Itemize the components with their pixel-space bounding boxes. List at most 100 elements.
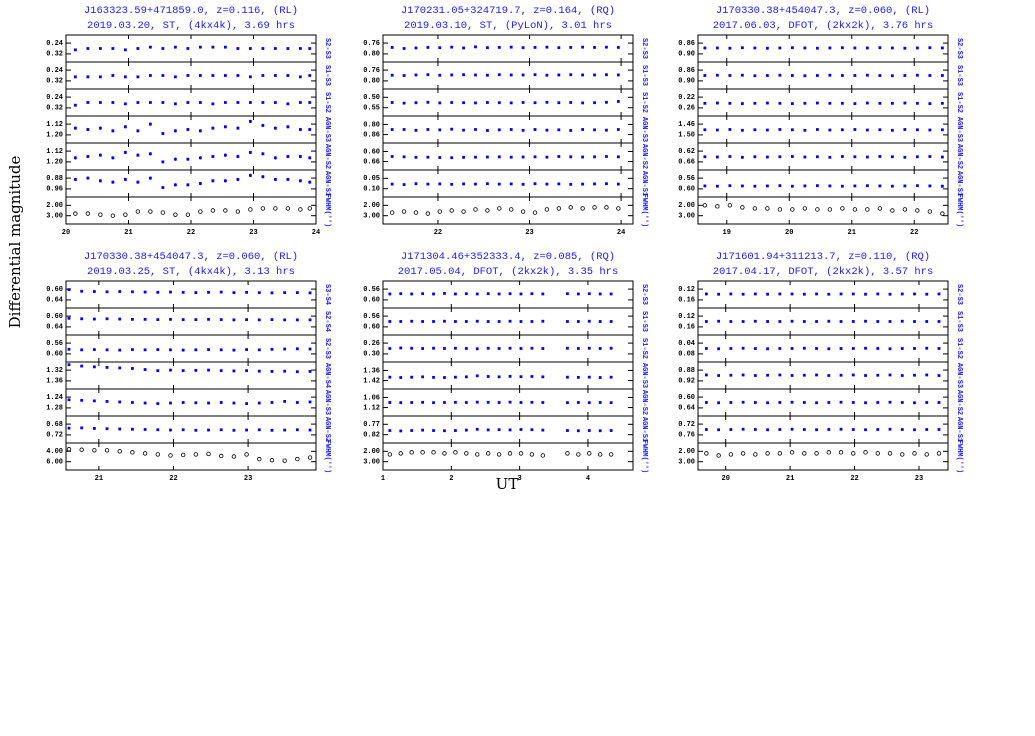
data-point [530,400,534,404]
data-point [390,155,394,158]
data-point [828,155,832,159]
data-point [92,348,96,351]
strip-frame [697,334,949,363]
data-point [194,401,198,405]
data-point [790,128,794,132]
data-point [155,452,160,457]
data-point [616,128,620,131]
data-point [803,74,807,78]
data-point [803,128,807,132]
data-point [790,184,794,188]
data-point [704,347,708,350]
data-point [185,212,191,217]
y-tick-label: 0.64 [46,297,63,305]
data-point [937,347,941,350]
data-point [815,347,818,350]
x-tick-label: 24 [617,229,625,237]
data-point [475,319,479,323]
data-point [282,458,287,463]
data-point [245,428,248,432]
data-point [118,290,122,293]
data-point [123,102,127,106]
data-point [715,73,719,77]
data-point [928,46,932,50]
data-point [598,429,602,433]
panel-subtitle: 2017.06.03, DFOT, (2kx2k), 3.76 hrs [713,20,934,32]
data-point [815,155,819,159]
data-point [414,128,418,132]
data-point [790,292,794,296]
data-point [111,129,115,133]
strip-frame [382,280,634,309]
y-tick-label: 0.56 [46,340,63,348]
data-point [587,375,591,379]
data-point [604,205,609,210]
data-point [180,452,186,458]
data-point [399,429,403,433]
data-point [928,155,932,158]
data-point [161,186,165,189]
data-point [928,102,932,105]
data-point [257,348,261,352]
data-point [270,428,274,432]
panel-title: J170330.38+454047.3, z=0.060, (RL) [84,251,298,263]
data-point [828,184,832,188]
data-point [915,101,919,105]
data-point [753,428,757,431]
data-point [593,155,596,159]
data-point [194,348,198,352]
strip-frame [65,169,317,198]
panel-title: J171601.94+311213.7, z=0.110, (RQ) [716,251,930,263]
data-point [67,316,71,320]
data-point [308,428,312,432]
y-tick-label: 0.60 [46,351,63,359]
data-point [839,427,843,431]
data-point [717,319,721,323]
strip-frame [697,280,949,309]
y-tick-label: 0.76 [363,67,380,75]
data-point [161,74,165,77]
data-point [475,292,479,296]
data-point [915,73,919,77]
data-point [414,155,418,159]
y-tick-label: 6.00 [46,459,63,467]
data-point [777,451,783,456]
data-point [903,128,907,131]
data-point [248,101,252,104]
data-point [877,206,883,211]
data-point [727,203,733,208]
data-point [432,375,435,379]
data-point [753,374,757,377]
data-point [851,401,855,404]
strip-frame [382,361,634,390]
y-tick-label: 0.12 [678,286,695,294]
strip-frame [65,361,317,390]
x-tick-label: 4 [586,475,590,483]
data-point [541,347,545,350]
data-point [519,375,523,379]
data-point [827,374,831,377]
data-point [421,347,425,350]
data-point [135,209,141,214]
data-point [890,46,894,50]
data-point [450,156,454,160]
data-point [703,74,707,77]
data-point [169,317,172,321]
data-point [270,347,274,351]
data-point [913,428,916,432]
y-tick-label: 2.00 [363,448,380,456]
data-point [286,102,290,106]
data-point [888,427,892,431]
data-point [80,289,84,293]
x-tick-label: 3 [518,475,522,483]
strip-frame [382,307,634,336]
data-point [286,125,290,129]
data-point [295,456,300,462]
data-point [194,318,198,322]
data-point [474,182,477,186]
data-point [169,428,172,432]
strip-label: AGN-S2 [323,417,331,442]
data-point [778,320,782,323]
data-point [402,183,406,186]
x-tick-label: 20 [62,229,70,237]
